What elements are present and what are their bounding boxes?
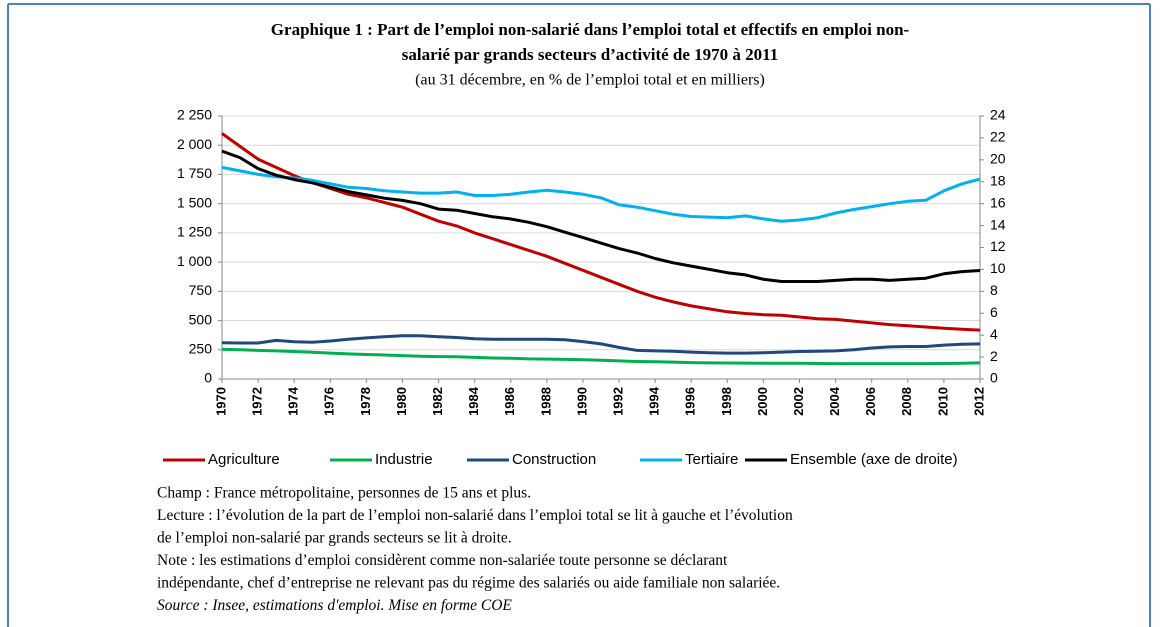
x-tick-label: 1972 <box>250 387 265 416</box>
x-tick-label: 2010 <box>935 387 950 416</box>
series-line <box>221 347 981 366</box>
y-tick-label: 750 <box>189 282 213 298</box>
x-tick-label: 2012 <box>971 387 986 416</box>
legend-label: Industrie <box>375 451 433 468</box>
x-tick-label: 1974 <box>286 386 301 416</box>
chart-title: salarié par grands secteurs d’activité d… <box>402 45 778 64</box>
y-tick-label: 250 <box>189 340 213 356</box>
y2-tick-label: 0 <box>990 370 998 386</box>
note: indépendante, chef d’entreprise ne relev… <box>157 575 780 592</box>
y2-tick-label: 10 <box>990 260 1006 276</box>
x-tick-label: 1976 <box>322 387 337 416</box>
y-tick-label: 1 000 <box>177 253 212 269</box>
chart-title: Graphique 1 : Part de l’emploi non-salar… <box>271 20 910 39</box>
x-tick-label: 1998 <box>719 387 734 416</box>
y-tick-label: 0 <box>204 370 212 386</box>
y2-tick-label: 16 <box>990 194 1006 210</box>
x-tick-label: 1984 <box>466 386 481 416</box>
note: Champ : France métropolitaine, personnes… <box>157 485 531 502</box>
series-line <box>221 165 981 223</box>
y2-tick-label: 20 <box>990 151 1006 167</box>
y-tick-label: 1 750 <box>177 165 212 181</box>
x-tick-label: 2004 <box>827 386 842 416</box>
source: Source : Insee, estimations d'emploi. Mi… <box>157 597 512 614</box>
y-tick-label: 2 000 <box>177 136 212 152</box>
series-line <box>221 334 981 355</box>
x-tick-label: 2002 <box>791 387 806 416</box>
x-tick-label: 2008 <box>899 387 914 416</box>
chart-subtitle: (au 31 décembre, en % de l’emploi total … <box>415 72 765 89</box>
series-line <box>221 132 981 332</box>
y2-tick-label: 6 <box>990 304 998 320</box>
x-tick-label: 1988 <box>538 387 553 416</box>
note: de l’emploi non-salarié par grands secte… <box>157 530 512 547</box>
x-tick-label: 1990 <box>574 387 589 416</box>
y-tick-label: 500 <box>189 311 213 327</box>
x-tick-label: 1978 <box>358 387 373 416</box>
series-line <box>221 149 981 283</box>
y2-tick-label: 22 <box>990 129 1006 145</box>
y-tick-label: 1 250 <box>177 224 212 240</box>
y2-tick-label: 14 <box>990 216 1006 232</box>
x-tick-label: 1980 <box>394 387 409 416</box>
y-tick-label: 1 500 <box>177 194 212 210</box>
legend-label: Construction <box>512 451 596 468</box>
y2-tick-label: 12 <box>990 238 1006 254</box>
legend-label: Agriculture <box>208 451 280 468</box>
x-tick-label: 1994 <box>647 386 662 416</box>
x-tick-label: 1986 <box>502 387 517 416</box>
y2-tick-label: 18 <box>990 172 1006 188</box>
legend-label: Ensemble (axe de droite) <box>790 451 958 468</box>
x-tick-label: 2006 <box>863 387 878 416</box>
x-tick-label: 1970 <box>213 387 228 416</box>
x-tick-label: 1982 <box>430 387 445 416</box>
legend-label: Tertiaire <box>685 451 738 468</box>
y2-tick-label: 4 <box>990 326 998 342</box>
x-tick-label: 1992 <box>610 387 625 416</box>
y-tick-label: 2 250 <box>177 107 212 123</box>
note: Lecture : l’évolution de la part de l’em… <box>157 507 793 524</box>
x-tick-label: 1996 <box>683 387 698 416</box>
x-tick-label: 2000 <box>755 387 770 416</box>
y2-tick-label: 24 <box>990 107 1006 123</box>
y2-tick-label: 8 <box>990 282 998 298</box>
note: Note : les estimations d’emploi considèr… <box>157 552 728 569</box>
y2-tick-label: 2 <box>990 348 998 364</box>
